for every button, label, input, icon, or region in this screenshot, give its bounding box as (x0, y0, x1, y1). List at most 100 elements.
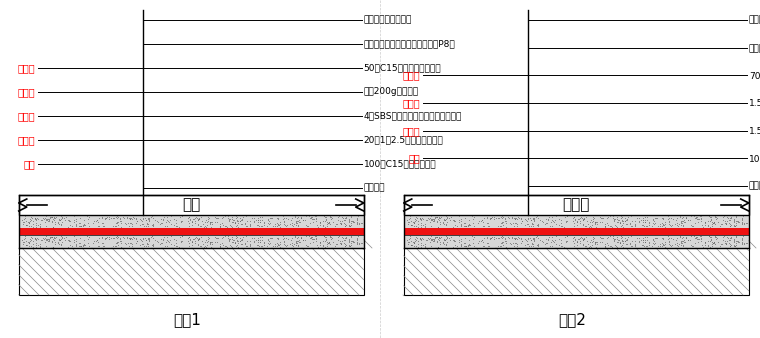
Point (120, 222, 132, 227)
Point (601, 240, 613, 245)
Point (413, 216, 426, 221)
Point (464, 222, 476, 227)
Point (204, 219, 216, 225)
Point (707, 220, 719, 225)
Point (192, 238, 204, 243)
Point (577, 222, 589, 228)
Point (52, 221, 65, 226)
Point (351, 219, 363, 225)
Point (736, 239, 749, 245)
Point (485, 235, 497, 240)
Point (283, 236, 295, 241)
Point (568, 214, 581, 219)
Point (249, 218, 261, 223)
Point (619, 238, 631, 243)
Point (18, 237, 30, 242)
Point (225, 243, 237, 248)
Point (413, 236, 426, 241)
Point (402, 242, 414, 247)
Point (568, 215, 580, 220)
Point (704, 238, 716, 244)
Point (454, 243, 467, 248)
Point (558, 244, 570, 250)
Point (442, 235, 454, 241)
Point (310, 215, 322, 220)
Point (124, 237, 136, 242)
Point (683, 218, 695, 223)
Point (615, 224, 627, 229)
Point (466, 214, 478, 219)
Point (409, 238, 421, 243)
Point (123, 215, 135, 221)
Point (553, 236, 565, 242)
Point (230, 235, 242, 241)
Text: 50厚C15细石混凝土保护层: 50厚C15细石混凝土保护层 (364, 64, 442, 72)
Point (546, 223, 558, 229)
Point (125, 215, 137, 221)
Point (432, 236, 444, 241)
Point (577, 237, 589, 242)
Point (299, 234, 312, 239)
Point (90, 218, 103, 223)
Point (110, 235, 122, 240)
Point (21, 222, 33, 228)
Point (204, 219, 217, 224)
Point (284, 242, 296, 247)
Point (131, 218, 143, 223)
Point (476, 218, 488, 223)
Point (186, 222, 198, 227)
Point (511, 242, 523, 247)
Point (119, 215, 131, 220)
Point (432, 235, 444, 240)
Point (231, 234, 243, 239)
Point (516, 218, 528, 224)
Point (520, 217, 532, 222)
Point (527, 239, 540, 244)
Point (280, 216, 292, 221)
Point (404, 215, 416, 221)
Point (532, 215, 544, 221)
Point (87, 220, 100, 225)
Point (425, 236, 437, 241)
Point (503, 235, 515, 240)
Point (578, 243, 591, 249)
Point (439, 238, 451, 243)
Point (123, 235, 135, 241)
Point (677, 244, 689, 249)
Point (434, 222, 446, 227)
Point (286, 223, 298, 228)
Point (556, 223, 568, 228)
Point (83, 234, 95, 240)
Point (239, 243, 252, 249)
Point (81, 214, 93, 219)
Point (689, 236, 701, 241)
Point (239, 223, 252, 228)
Point (403, 240, 415, 245)
Point (274, 220, 287, 225)
Point (252, 238, 264, 243)
Point (46, 235, 59, 240)
Point (690, 215, 702, 220)
Point (637, 239, 649, 245)
Point (619, 217, 632, 223)
Point (165, 221, 177, 226)
Point (231, 214, 243, 219)
Point (258, 239, 270, 245)
Point (714, 223, 727, 229)
Point (633, 238, 645, 243)
Point (29, 236, 41, 241)
Point (617, 221, 629, 226)
Point (30, 217, 43, 222)
Point (669, 222, 681, 227)
Point (229, 220, 241, 225)
Point (730, 214, 743, 219)
Point (74, 220, 86, 226)
Point (550, 221, 562, 226)
Point (431, 219, 443, 224)
Point (616, 237, 628, 242)
Point (103, 235, 115, 240)
Point (337, 220, 350, 226)
Point (266, 235, 278, 241)
Point (138, 223, 150, 228)
Point (527, 215, 539, 221)
